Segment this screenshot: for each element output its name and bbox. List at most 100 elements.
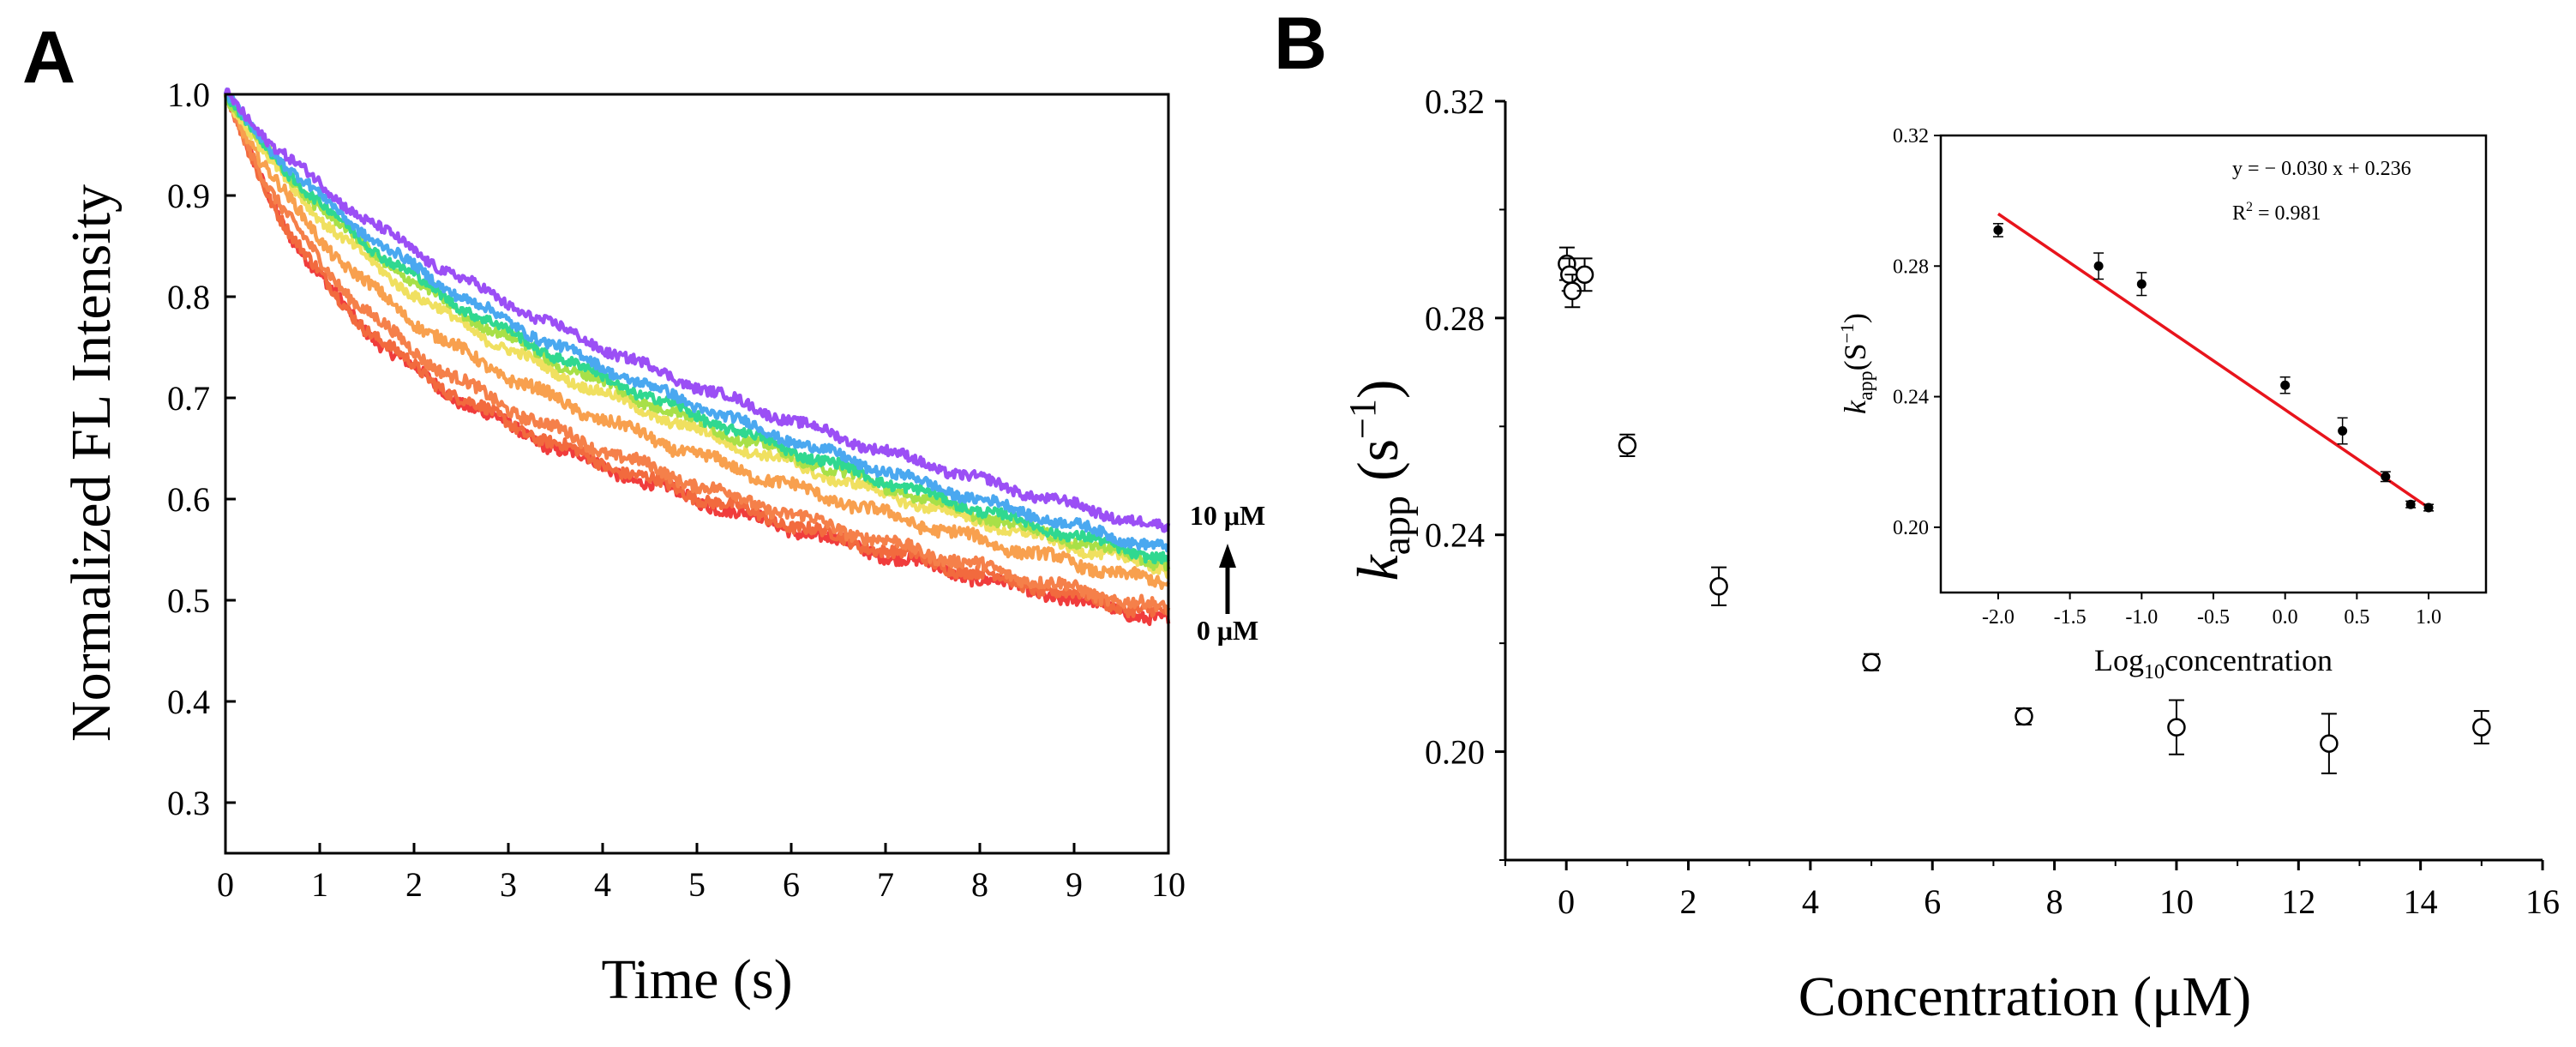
panel-b-y-tick-label: 0.20 [1425, 733, 1485, 772]
panel-b-x-tick-label: 10 [2159, 882, 2194, 921]
inset-x-tick-label: -0.5 [2197, 606, 2230, 629]
panel-b-x-tick-label: 4 [1802, 882, 1819, 921]
panel-b-y-label-sub: app [1373, 496, 1419, 555]
panel-b-x-tick-label: 8 [2046, 882, 2063, 921]
inset-fit-equation: y = − 0.030 x + 0.236 [2232, 158, 2411, 180]
inset-r-squared: R2 = 0.981 [2232, 200, 2321, 225]
panel-b-x-tick-label: 0 [1558, 882, 1575, 921]
annotation-arrowhead [1219, 544, 1236, 568]
inset-y-tick-label: 0.28 [1893, 256, 1929, 278]
inset-data-point [1993, 225, 2003, 235]
panel-b-y-label-close: ) [1345, 379, 1410, 399]
panel-b-x-tick-label: 2 [1680, 882, 1697, 921]
inset-r2-main: R [2232, 202, 2246, 225]
panel-b-x-axis-label: Concentration (μM) [1798, 966, 2251, 1028]
panel-b-data-point [2167, 718, 2186, 737]
inset-x-tick-label: -2.0 [1982, 606, 2015, 629]
inset-y-label-unit: (S [1838, 343, 1872, 370]
panel-a-x-tick-label: 1 [311, 865, 328, 904]
inset-data-point [2381, 472, 2391, 482]
panel-b-x-tick-label: 12 [2281, 882, 2315, 921]
panel-b-data-point [2015, 707, 2033, 726]
panel-b-x-tick-label: 16 [2525, 882, 2560, 921]
panel-a-y-tick-label: 1.0 [167, 75, 210, 114]
panel-a-y-tick-label: 0.6 [167, 480, 210, 519]
inset-x-tick-label: 1.0 [2416, 606, 2441, 629]
panel-a-x-tick-label: 4 [594, 865, 611, 904]
panel-b-y-label-unit: (s [1345, 439, 1410, 496]
panel-a-y-tick-label: 0.5 [167, 581, 210, 620]
panel-a-series-0-1-m [223, 93, 1170, 591]
inset-y-tick-label: 0.24 [1893, 387, 1929, 409]
panel-b-chart: 0 2 4 6 8 10 12 14 16 0.20 0.24 0.28 0.32 Concentra… [1342, 82, 2560, 1028]
inset-x-label-sub: 10 [2144, 661, 2165, 683]
panel-a-x-tick-label: 5 [688, 865, 706, 904]
inset-x-tick-label: 0.0 [2273, 606, 2298, 629]
inset-y-tick-label: 0.20 [1893, 517, 1929, 539]
inset-x-axis-label: Log10concentration [2094, 643, 2333, 683]
panel-a-x-tick-label: 7 [877, 865, 894, 904]
annotation-top-label: 10 μM [1190, 500, 1265, 531]
panel-b-y-tick-label: 0.28 [1425, 299, 1485, 338]
panel-b-data-point [2472, 718, 2491, 737]
inset-data-point [2423, 502, 2434, 513]
inset-x-tick-label: -1.5 [2054, 606, 2087, 629]
panel-b-x-tick-label: 14 [2404, 882, 2438, 921]
inset-data-point [2093, 261, 2104, 271]
panel-a-series-0-01-m [223, 93, 1169, 619]
inset-x-tick-label: -1.0 [2125, 606, 2158, 629]
inset-y-tick-label: 0.32 [1893, 125, 1929, 147]
panel-b-x-tick-label: 6 [1924, 882, 1941, 921]
panel-b-data-point [2320, 734, 2339, 753]
panel-a-y-tick-label: 0.9 [167, 177, 210, 215]
panel-b-y-axis-label: kapp (s−1) [1342, 379, 1419, 581]
inset-y-label-k: k [1838, 400, 1872, 414]
panel-a-x-axis-label: Time (s) [601, 948, 792, 1011]
inset-x-label-tail: concentration [2165, 643, 2333, 677]
panel-b-data-point [1709, 577, 1728, 596]
panel-a-x-tick-label: 3 [500, 865, 517, 904]
inset-plot-frame [1939, 134, 2488, 594]
panel-a-series-7-5-m [223, 87, 1169, 553]
panel-a-chart: 0 1 2 3 4 5 6 7 8 9 10 0.3 0.4 0.5 0.6 0.7 0.8 0.9 1.0 Ti… [60, 75, 1265, 1011]
annotation-bottom-label: 0 μM [1197, 615, 1258, 646]
inset-fit-line [1997, 212, 2430, 509]
panel-b-y-tick-label: 0.24 [1425, 516, 1485, 555]
panel-a-plot-frame [224, 93, 1170, 855]
panel-a-series-0-05-m [223, 89, 1171, 616]
inset-x-tick-label: 0.5 [2344, 606, 2369, 629]
panel-a-x-tick-label: 2 [405, 865, 423, 904]
inset-data-point [2338, 426, 2348, 436]
panel-a-x-tick-label: 10 [1151, 865, 1186, 904]
panel-b-label: B [1274, 3, 1327, 85]
panel-b-y-label-exp: −1 [1342, 399, 1384, 439]
inset-data-point [2136, 279, 2147, 289]
inset-x-label-main: Log [2094, 643, 2144, 677]
inset-data-point [2280, 380, 2291, 390]
panel-a-x-tick-label: 6 [783, 865, 800, 904]
panel-b-data-point [1575, 265, 1594, 285]
panel-a-series-10-m [223, 87, 1171, 533]
panel-a-x-tick-label: 8 [971, 865, 988, 904]
panel-a-series-group [223, 87, 1171, 627]
panel-b-y-tick-label: 0.32 [1425, 82, 1485, 121]
panel-a-x-tick-label: 0 [217, 865, 234, 904]
inset-data-point [2405, 499, 2416, 509]
inset-y-axis-label: kapp(S−1) [1836, 313, 1877, 414]
panel-a-y-tick-label: 0.4 [167, 683, 210, 721]
panel-a-series-0-m [224, 93, 1171, 627]
inset-r2-value: = 0.981 [2253, 202, 2321, 225]
panel-b-data-point [1862, 653, 1881, 672]
panel-a-y-tick-label: 0.8 [167, 278, 210, 316]
panel-b-y-label-k: k [1345, 554, 1410, 581]
panel-b-inset-chart: -2.0 -1.5 -1.0 -0.5 0.0 0.5 1.0 0.20 0.24 0.28 0.… [1836, 125, 2488, 683]
panel-a-label: A [22, 16, 75, 99]
panel-a-y-tick-label: 0.3 [167, 784, 210, 822]
panel-a-series-5-m [225, 92, 1170, 565]
panel-a-y-axis-label: Normalized FL Intensity [60, 184, 123, 742]
inset-y-label-close: ) [1838, 313, 1872, 323]
panel-a-x-tick-label: 9 [1066, 865, 1083, 904]
panel-a-y-tick-label: 0.7 [167, 379, 210, 418]
inset-y-label-sub: app [1855, 370, 1877, 400]
